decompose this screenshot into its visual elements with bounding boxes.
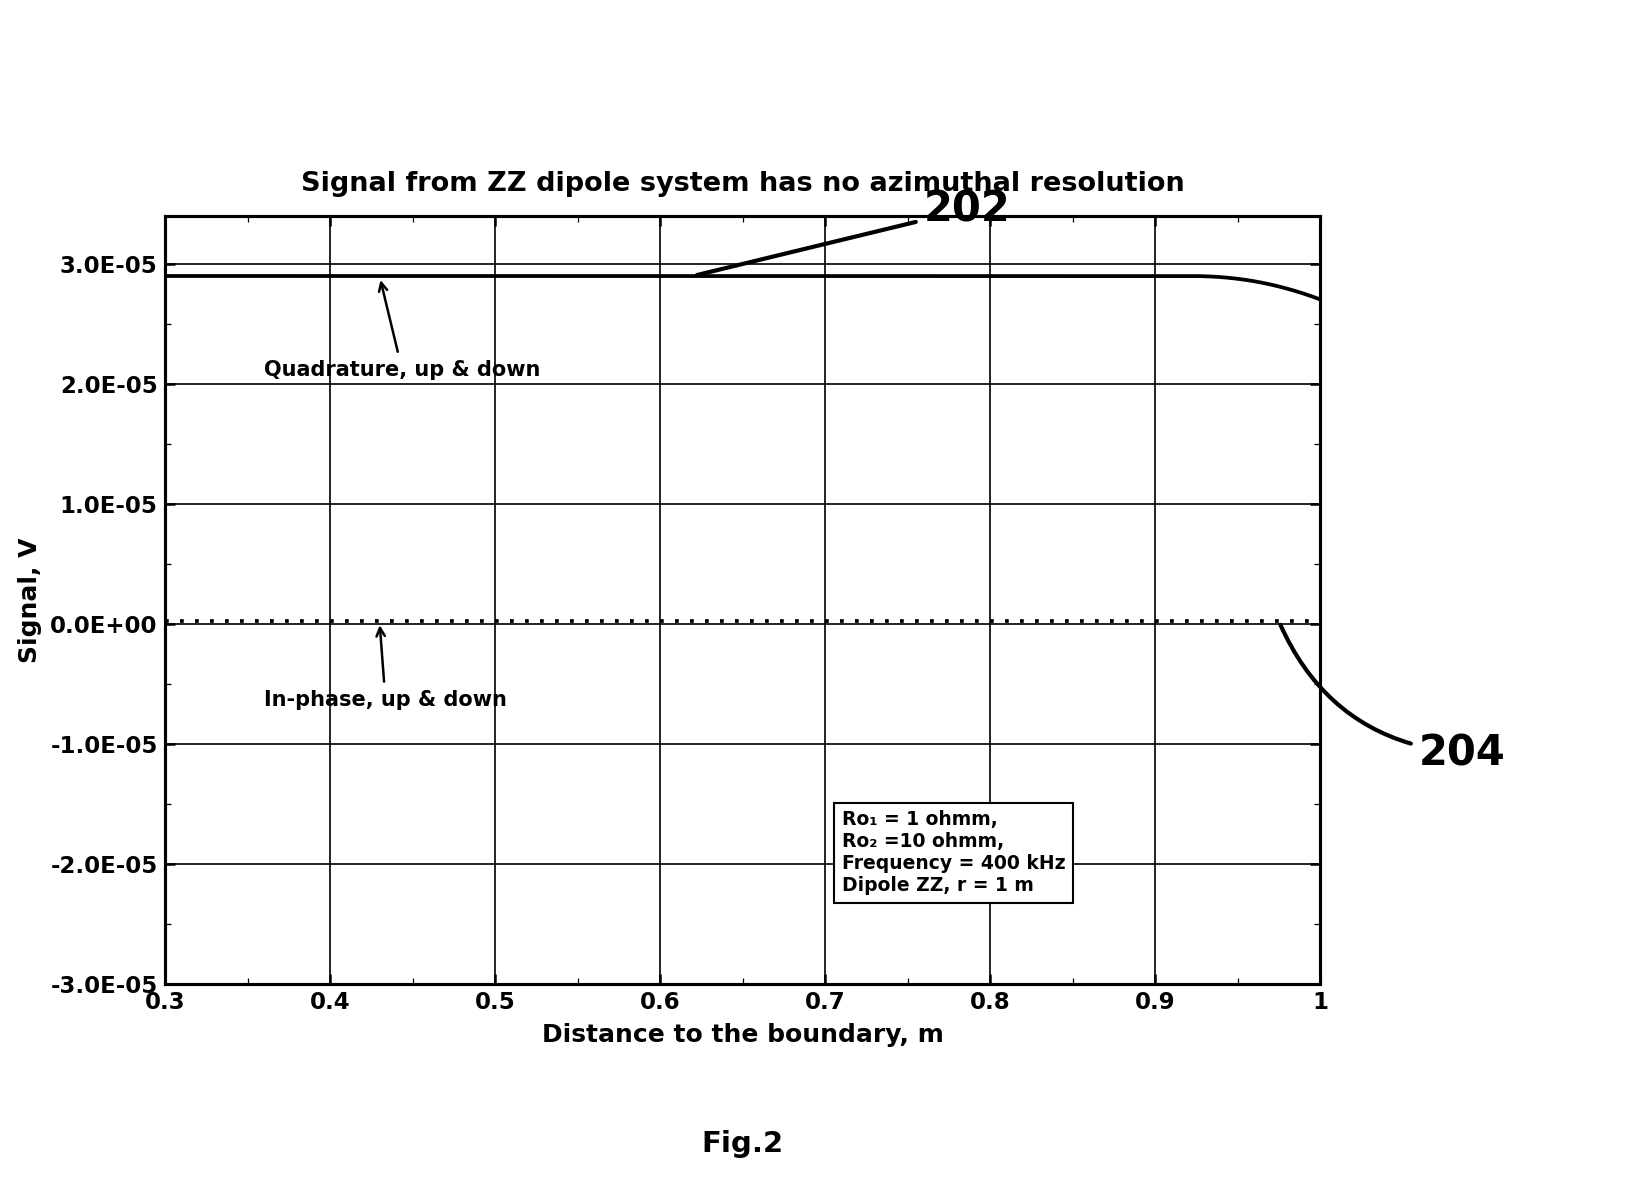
Text: 202: 202	[696, 188, 1011, 275]
X-axis label: Distance to the boundary, m: Distance to the boundary, m	[541, 1022, 944, 1046]
Title: Signal from ZZ dipole system has no azimuthal resolution: Signal from ZZ dipole system has no azim…	[300, 172, 1185, 197]
Y-axis label: Signal, V: Signal, V	[18, 538, 41, 662]
Text: 204: 204	[1280, 625, 1506, 774]
Text: Ro₁ = 1 ohmm,
Ro₂ =10 ohmm,
Frequency = 400 kHz
Dipole ZZ, r = 1 m: Ro₁ = 1 ohmm, Ro₂ =10 ohmm, Frequency = …	[842, 810, 1066, 895]
Text: Fig.2: Fig.2	[701, 1130, 784, 1158]
Text: In-phase, up & down: In-phase, up & down	[264, 628, 507, 710]
Text: Quadrature, up & down: Quadrature, up & down	[264, 283, 541, 380]
